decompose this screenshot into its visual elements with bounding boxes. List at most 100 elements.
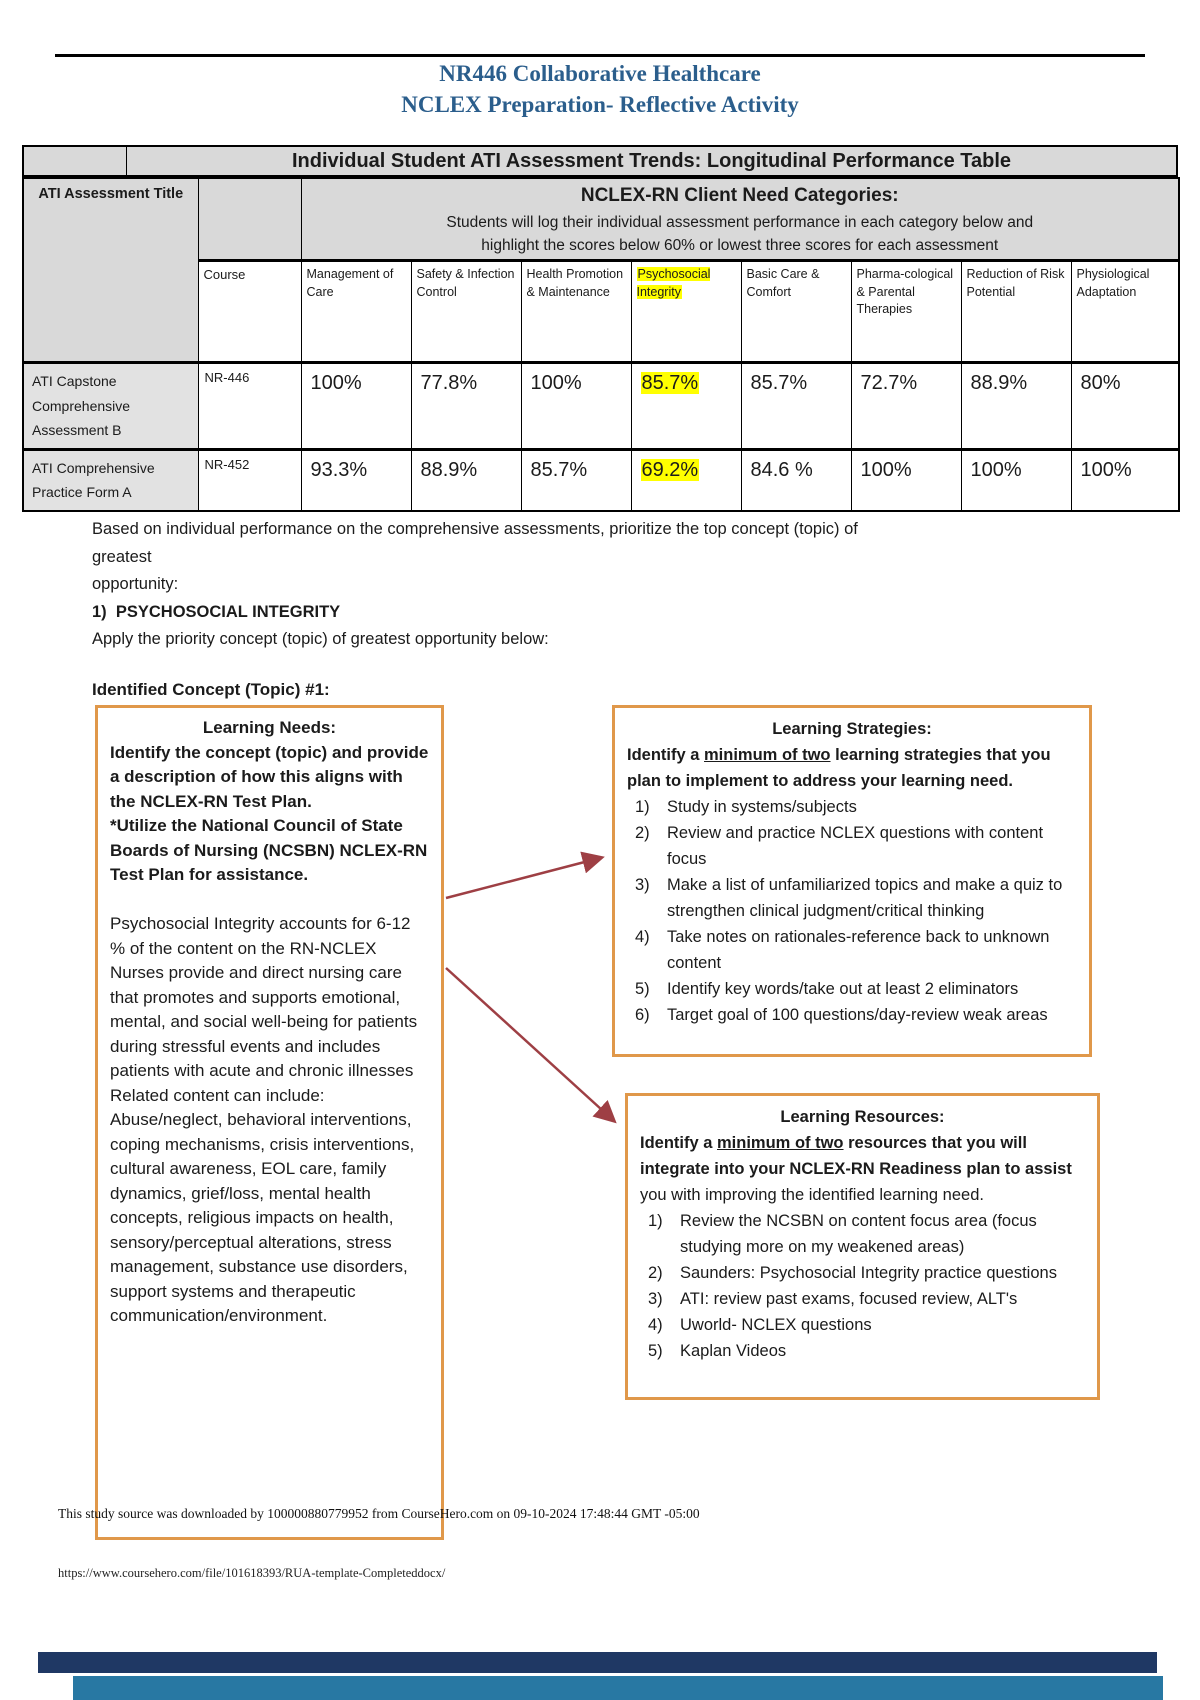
- col-header-ati-assessment-title: ATI Assessment Title: [22, 177, 199, 363]
- bottom-bar-teal: [73, 1676, 1163, 1700]
- item-text: Saunders: Psychosocial Integrity practic…: [680, 1264, 1057, 1282]
- score-cell-highlighted: 69.2%: [630, 447, 742, 511]
- category-header-row: Course Management of Care Safety & Infec…: [23, 259, 1180, 363]
- header-spacer-cell: [197, 177, 302, 261]
- row-title-capstone: ATI Capstone Comprehensive Assessment B: [22, 361, 199, 450]
- score-cell: 88.9%: [410, 447, 522, 511]
- item-number: 1): [648, 1212, 663, 1230]
- list-item: 3) Make a list of unfamiliarized topics a…: [627, 872, 1077, 924]
- instruction-suffix: learning strategies that you plan to imp…: [627, 746, 1051, 790]
- item-number: 6): [635, 1006, 650, 1024]
- score-cell: 100%: [520, 361, 632, 450]
- score-cell: 85.7%: [740, 361, 852, 450]
- instruction-prefix: Identify a: [640, 1134, 718, 1152]
- score-highlight: 85.7%: [640, 372, 700, 394]
- score-cell: 72.7%: [850, 361, 962, 450]
- table-row: ATI Capstone Comprehensive Assessment B …: [22, 361, 1180, 450]
- instruction-underlined: minimum of two: [717, 1134, 844, 1152]
- list-item: 2) Saunders: Psychosocial Integrity pract…: [640, 1260, 1085, 1286]
- item-number: 5): [635, 980, 650, 998]
- arrow-to-resources-icon: [445, 967, 617, 1124]
- score-cell: 84.6 %: [740, 447, 852, 511]
- learning-resources-box: Learning Resources: Identify a minimum o…: [625, 1093, 1100, 1400]
- table-title-row: Individual Student ATI Assessment Trends…: [22, 145, 1178, 177]
- score-cell: 100%: [850, 447, 962, 511]
- item-number: 3): [635, 876, 650, 894]
- item-number: 3): [648, 1290, 663, 1308]
- list-item: 6) Target goal of 100 questions/day-revie…: [627, 1002, 1077, 1028]
- list-item: 4) Take notes on rationales-reference bac…: [627, 924, 1077, 976]
- score-cell-highlighted: 85.7%: [630, 361, 742, 450]
- col-header-reduction-risk: Reduction of Risk Potential: [960, 259, 1072, 363]
- priority-number: 1): [92, 602, 107, 621]
- intro-line: greatest: [92, 547, 152, 566]
- learning-strategies-title: Learning Strategies:: [772, 720, 932, 738]
- top-rule-divider: [55, 54, 1145, 57]
- item-text: Study in systems/subjects: [667, 798, 857, 816]
- learning-needs-paragraph-2: Nurses provide and direct nursing care t…: [110, 963, 418, 1080]
- item-text: Kaplan Videos: [680, 1342, 787, 1360]
- score-cell: 85.7%: [520, 447, 632, 511]
- item-number: 1): [635, 798, 650, 816]
- col-header-course: Course: [197, 259, 302, 363]
- coursehero-url: https://www.coursehero.com/file/10161839…: [58, 1566, 446, 1580]
- learning-needs-paragraph-1: Psychosocial Integrity accounts for 6-12…: [110, 914, 411, 958]
- learning-strategies-instruction: Identify a minimum of two learning strat…: [627, 742, 1077, 794]
- item-text: Take notes on rationales-reference back …: [667, 928, 1050, 972]
- priority-concept-line: 1) PSYCHOSOCIAL INTEGRITY: [92, 599, 1072, 627]
- page-title-line2: NCLEX Preparation- Reflective Activity: [401, 92, 799, 117]
- apply-line: Apply the priority concept (topic) of gr…: [92, 630, 549, 648]
- col-header-psychosocial-integrity: Psychosocial Integrity: [630, 259, 742, 363]
- score-cell: 100%: [300, 361, 412, 450]
- performance-table: ATI Assessment Title NCLEX-RN Client Nee…: [22, 177, 1180, 512]
- item-text: ATI: review past exams, focused review, …: [680, 1290, 1018, 1308]
- nclex-categories-heading: NCLEX-RN Client Need Categories:: [580, 185, 899, 206]
- coursehero-download-note: This study source was downloaded by 1000…: [58, 1506, 700, 1521]
- list-item: 4) Uworld- NCLEX questions: [640, 1312, 1085, 1338]
- learning-needs-instruction-1: Identify the concept (topic) and provide…: [110, 742, 429, 811]
- col-header-management-of-care: Management of Care: [300, 259, 412, 363]
- row-title-practice-a: ATI Comprehensive Practice Form A: [22, 447, 199, 511]
- item-number: 2): [648, 1264, 663, 1282]
- learning-needs-box: Learning Needs: Identify the concept (to…: [95, 705, 444, 1540]
- table-header-block-row: ATI Assessment Title NCLEX-RN Client Nee…: [22, 177, 1180, 363]
- learning-resources-title: Learning Resources:: [780, 1108, 945, 1126]
- score-cell: 93.3%: [300, 447, 412, 511]
- item-text: Target goal of 100 questions/day-review …: [667, 1006, 1048, 1024]
- intro-line: Based on individual performance on the c…: [92, 520, 858, 538]
- list-item: 2) Review and practice NCLEX questions wi…: [627, 820, 1077, 872]
- col-header-safety-infection-control: Safety & Infection Control: [410, 259, 522, 363]
- item-text: Review the NCSBN on content focus area (…: [680, 1212, 1037, 1256]
- list-item: 5) Kaplan Videos: [640, 1338, 1085, 1364]
- learning-strategies-box: Learning Strategies: Identify a minimum …: [612, 705, 1092, 1057]
- table-title-spacer-cell: [24, 147, 127, 175]
- item-number: 4): [635, 928, 650, 946]
- item-text: Uworld- NCLEX questions: [680, 1316, 872, 1334]
- nclex-categories-header-cell: NCLEX-RN Client Need Categories: Student…: [300, 177, 1180, 261]
- identified-concept-heading: Identified Concept (Topic) #1:: [92, 680, 330, 699]
- priority-concept: PSYCHOSOCIAL INTEGRITY: [115, 602, 341, 621]
- list-item: 5) Identify key words/take out at least 2…: [627, 976, 1077, 1002]
- intro-paragraph: Based on individual performance on the c…: [92, 516, 1072, 654]
- table-title: Individual Student ATI Assessment Trends…: [292, 150, 1011, 172]
- score-cell: 100%: [960, 447, 1072, 511]
- item-text: Make a list of unfamiliarized topics and…: [667, 876, 1063, 920]
- score-cell: 77.8%: [410, 361, 522, 450]
- row-course: NR-446: [197, 361, 302, 450]
- bottom-bar-navy: [38, 1652, 1157, 1673]
- row-course: NR-452: [197, 447, 302, 511]
- col-header-pharmacological: Pharma-cological & Parental Therapies: [850, 259, 962, 363]
- nclex-categories-subtitle: Students will log their individual asses…: [446, 214, 1034, 254]
- instruction-bold-suffix: resources that you will integrate into y…: [640, 1134, 1072, 1178]
- list-item: 1) Review the NCSBN on content focus area…: [640, 1208, 1085, 1260]
- instruction-regular: you with improving the identified learni…: [640, 1186, 984, 1204]
- col-header-basic-care-comfort: Basic Care & Comfort: [740, 259, 852, 363]
- list-item: 1) Study in systems/subjects: [627, 794, 1077, 820]
- instruction-prefix: Identify a: [627, 746, 705, 764]
- instruction-underlined: minimum of two: [704, 746, 831, 764]
- score-cell: 88.9%: [960, 361, 1072, 450]
- learning-resources-instruction: Identify a minimum of two resources that…: [640, 1130, 1085, 1208]
- item-text: Identify key words/take out at least 2 e…: [667, 980, 1019, 998]
- item-text: Review and practice NCLEX questions with…: [667, 824, 1044, 868]
- score-cell: 100%: [1070, 447, 1180, 511]
